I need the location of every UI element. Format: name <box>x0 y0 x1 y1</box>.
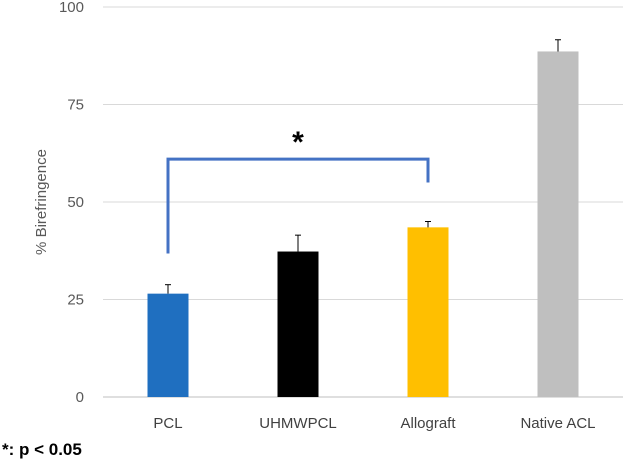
y-tick-label: 50 <box>67 194 84 211</box>
x-tick-label: Allograft <box>400 415 456 432</box>
bar <box>147 293 189 397</box>
y-axis-ticks: 0 25 50 75 100 <box>59 0 84 406</box>
y-axis-title: % Birefringence <box>33 149 50 255</box>
bar <box>407 227 449 397</box>
bars <box>147 51 579 398</box>
bar-chart: 0 25 50 75 100 PCL UHMWPCL Allograft Native ACL… <box>33 0 623 432</box>
y-tick-label: 0 <box>76 389 84 406</box>
bar <box>277 251 319 397</box>
x-tick-label: UHMWPCL <box>259 415 337 432</box>
error-bars <box>165 39 561 294</box>
significance-marker: * <box>292 126 304 159</box>
significance-bracket: * <box>166 126 430 254</box>
y-tick-label: 100 <box>59 0 84 16</box>
significance-footnote: *: p < 0.05 <box>2 440 82 459</box>
x-axis-labels: PCL UHMWPCL Allograft Native ACL <box>153 415 595 432</box>
x-tick-label: Native ACL <box>520 415 595 432</box>
y-tick-label: 25 <box>67 292 84 309</box>
bar <box>537 51 579 398</box>
y-tick-label: 75 <box>67 97 84 114</box>
gridlines <box>103 6 623 398</box>
x-tick-label: PCL <box>153 415 182 432</box>
significance-bracket-line <box>166 157 430 254</box>
